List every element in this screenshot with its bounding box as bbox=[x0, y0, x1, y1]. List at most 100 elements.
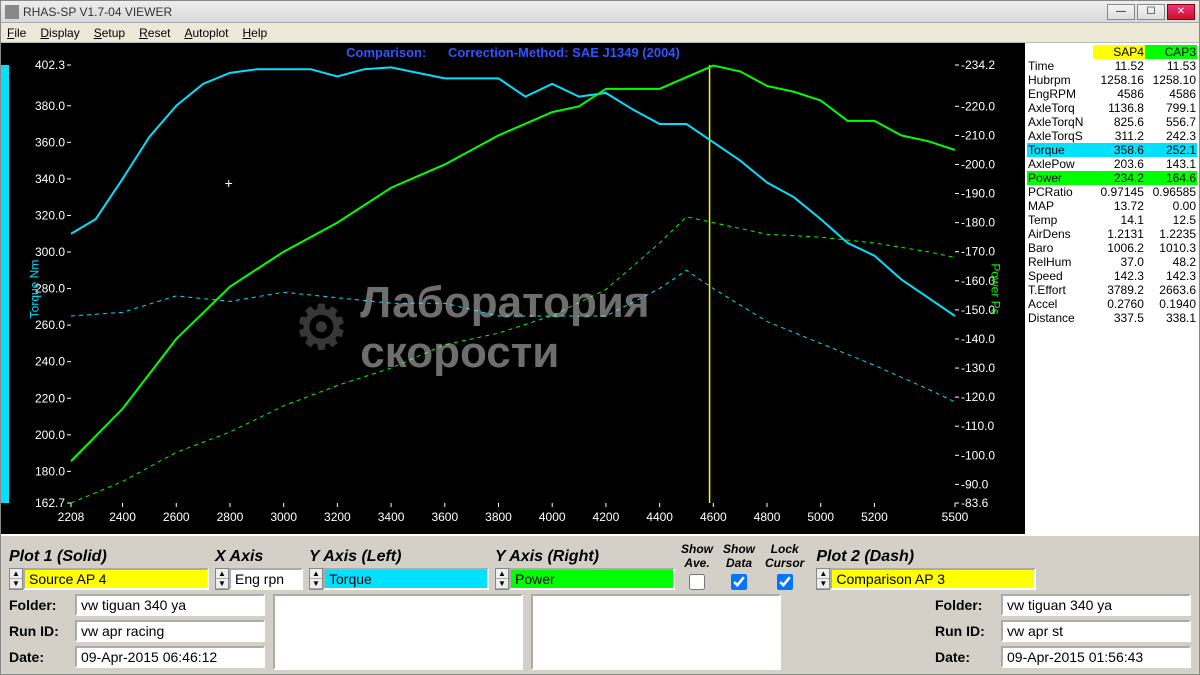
svg-text:-110.0: -110.0 bbox=[961, 419, 994, 433]
svg-text:220.0: 220.0 bbox=[35, 391, 65, 405]
svg-text:320.0: 320.0 bbox=[35, 208, 65, 222]
runid2-label: Run ID: bbox=[935, 623, 995, 639]
svg-text:-180.0: -180.0 bbox=[961, 216, 995, 230]
runid1-field[interactable]: vw apr racing bbox=[75, 620, 265, 642]
svg-text:3400: 3400 bbox=[378, 510, 405, 524]
svg-text:-220.0: -220.0 bbox=[961, 99, 995, 113]
date2-field[interactable]: 09-Apr-2015 01:56:43 bbox=[1001, 646, 1191, 668]
svg-text:+: + bbox=[225, 175, 233, 191]
folder1-field[interactable]: vw tiguan 340 ya bbox=[75, 594, 265, 616]
yright-field[interactable]: Power bbox=[509, 568, 675, 590]
close-button[interactable]: ✕ bbox=[1167, 4, 1195, 20]
svg-text:-100.0: -100.0 bbox=[961, 448, 995, 462]
chart-svg: 402.3380.0360.0340.0320.0300.0280.0260.0… bbox=[1, 43, 1025, 533]
svg-text:4000: 4000 bbox=[539, 510, 566, 524]
svg-text:2208: 2208 bbox=[58, 510, 85, 524]
yright-label: Y Axis (Right) bbox=[495, 548, 675, 566]
svg-text:200.0: 200.0 bbox=[35, 428, 65, 442]
titlebar: RHAS-SP V1.7-04 VIEWER — ☐ ✕ bbox=[1, 1, 1199, 23]
svg-text:4600: 4600 bbox=[700, 510, 727, 524]
svg-text:402.3: 402.3 bbox=[35, 58, 65, 72]
lock-cursor-label: Lock Cursor bbox=[765, 542, 804, 570]
svg-text:4200: 4200 bbox=[593, 510, 620, 524]
svg-text:5500: 5500 bbox=[942, 510, 969, 524]
yright-spinner[interactable]: ▲▼ bbox=[495, 568, 509, 590]
y-left-label: Torque Nm bbox=[27, 259, 41, 318]
svg-text:-120.0: -120.0 bbox=[961, 390, 995, 404]
menu-setup[interactable]: Setup bbox=[94, 26, 125, 40]
date1-label: Date: bbox=[9, 649, 69, 665]
y-right-label: Power Ps bbox=[988, 263, 1002, 314]
folder2-label: Folder: bbox=[935, 597, 995, 613]
chart-header: Comparison: Correction-Method: SAE J1349… bbox=[1, 45, 1025, 60]
data-panel: SAP4CAP3Time11.5211.53Hubrpm1258.161258.… bbox=[1025, 43, 1199, 534]
comparison-spinner[interactable]: ▲▼ bbox=[816, 568, 830, 590]
svg-text:300.0: 300.0 bbox=[35, 245, 65, 259]
svg-text:162.7: 162.7 bbox=[35, 496, 65, 510]
svg-text:4800: 4800 bbox=[754, 510, 781, 524]
runid2-field[interactable]: vw apr st bbox=[1001, 620, 1191, 642]
source-field[interactable]: Source AP 4 bbox=[23, 568, 209, 590]
svg-text:3600: 3600 bbox=[431, 510, 458, 524]
svg-text:-210.0: -210.0 bbox=[961, 128, 995, 142]
yleft-spinner[interactable]: ▲▼ bbox=[309, 568, 323, 590]
show-data-label: Show Data bbox=[723, 542, 755, 570]
yleft-label: Y Axis (Left) bbox=[309, 548, 489, 566]
svg-text:3800: 3800 bbox=[485, 510, 512, 524]
menu-help[interactable]: Help bbox=[243, 26, 268, 40]
app-icon bbox=[5, 5, 19, 19]
svg-text:3200: 3200 bbox=[324, 510, 351, 524]
notes-box-1[interactable] bbox=[273, 594, 523, 670]
svg-text:5000: 5000 bbox=[807, 510, 834, 524]
svg-text:-200.0: -200.0 bbox=[961, 157, 995, 171]
app-window: RHAS-SP V1.7-04 VIEWER — ☐ ✕ File Display… bbox=[0, 0, 1200, 675]
show-data-checkbox[interactable] bbox=[731, 574, 747, 590]
svg-text:180.0: 180.0 bbox=[35, 464, 65, 478]
show-ave-label: Show Ave. bbox=[681, 542, 713, 570]
svg-text:3000: 3000 bbox=[270, 510, 297, 524]
comparison-label: Comparison: bbox=[346, 45, 426, 60]
correction-method: Correction-Method: SAE J1349 (2004) bbox=[448, 45, 680, 60]
menu-reset[interactable]: Reset bbox=[139, 26, 170, 40]
svg-text:340.0: 340.0 bbox=[35, 172, 65, 186]
svg-text:4400: 4400 bbox=[646, 510, 673, 524]
svg-text:-234.2: -234.2 bbox=[961, 58, 995, 72]
svg-text:-170.0: -170.0 bbox=[961, 245, 995, 259]
main-area: Comparison: Correction-Method: SAE J1349… bbox=[1, 43, 1199, 534]
svg-text:240.0: 240.0 bbox=[35, 355, 65, 369]
svg-text:2400: 2400 bbox=[109, 510, 136, 524]
svg-text:-130.0: -130.0 bbox=[961, 361, 995, 375]
minimize-button[interactable]: — bbox=[1107, 4, 1135, 20]
svg-text:-140.0: -140.0 bbox=[961, 332, 995, 346]
svg-text:360.0: 360.0 bbox=[35, 135, 65, 149]
svg-text:2600: 2600 bbox=[163, 510, 190, 524]
svg-text:-190.0: -190.0 bbox=[961, 187, 995, 201]
control-panel: Plot 1 (Solid) ▲▼ Source AP 4 X Axis ▲▼ … bbox=[1, 534, 1199, 674]
comparison-field[interactable]: Comparison AP 3 bbox=[830, 568, 1036, 590]
svg-text:380.0: 380.0 bbox=[35, 99, 65, 113]
folder1-label: Folder: bbox=[9, 597, 69, 613]
menu-autoplot[interactable]: Autoplot bbox=[184, 26, 228, 40]
lock-cursor-checkbox[interactable] bbox=[777, 574, 793, 590]
menu-display[interactable]: Display bbox=[40, 26, 79, 40]
svg-text:-83.6: -83.6 bbox=[961, 496, 989, 510]
xaxis-field[interactable]: Eng rpn bbox=[229, 568, 303, 590]
yleft-field[interactable]: Torque bbox=[323, 568, 489, 590]
chart-area[interactable]: Comparison: Correction-Method: SAE J1349… bbox=[1, 43, 1025, 534]
plot1-label: Plot 1 (Solid) bbox=[9, 548, 209, 566]
window-title: RHAS-SP V1.7-04 VIEWER bbox=[23, 5, 1107, 19]
show-ave-checkbox[interactable] bbox=[689, 574, 705, 590]
svg-text:260.0: 260.0 bbox=[35, 318, 65, 332]
menu-file[interactable]: File bbox=[7, 26, 26, 40]
xaxis-spinner[interactable]: ▲▼ bbox=[215, 568, 229, 590]
folder2-field[interactable]: vw tiguan 340 ya bbox=[1001, 594, 1191, 616]
svg-text:-90.0: -90.0 bbox=[961, 477, 989, 491]
svg-text:2800: 2800 bbox=[217, 510, 244, 524]
notes-box-2[interactable] bbox=[531, 594, 781, 670]
maximize-button[interactable]: ☐ bbox=[1137, 4, 1165, 20]
date2-label: Date: bbox=[935, 649, 995, 665]
runid1-label: Run ID: bbox=[9, 623, 69, 639]
date1-field[interactable]: 09-Apr-2015 06:46:12 bbox=[75, 646, 265, 668]
source-spinner[interactable]: ▲▼ bbox=[9, 568, 23, 590]
xaxis-label: X Axis bbox=[215, 548, 303, 566]
